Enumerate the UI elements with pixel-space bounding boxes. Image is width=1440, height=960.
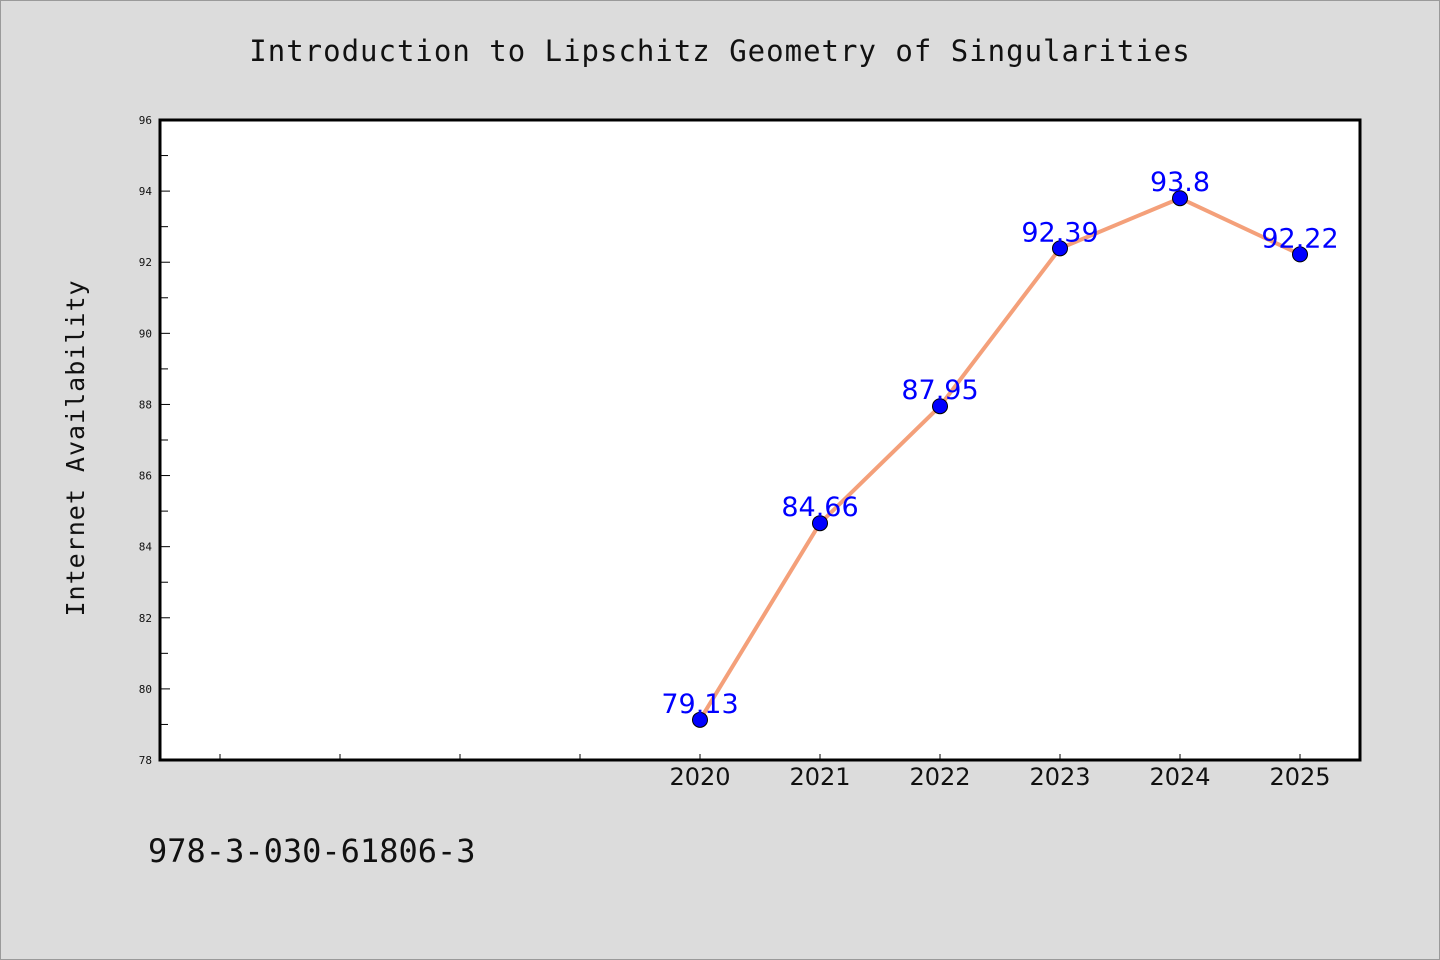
x-tick-label: 2025 xyxy=(1269,763,1330,791)
data-point xyxy=(1172,190,1188,207)
data-point xyxy=(932,398,948,415)
y-axis: 78 80 82 84 86 88 90 92 94 96 xyxy=(139,114,170,767)
data-label: 93.8 xyxy=(1150,167,1210,198)
isbn-text: 978-3-030-61806-3 xyxy=(148,832,476,870)
data-label: 84.66 xyxy=(781,492,858,523)
data-label: 87.95 xyxy=(901,375,978,406)
data-point xyxy=(812,515,828,532)
data-point xyxy=(1292,246,1308,263)
plot-area xyxy=(158,118,1362,762)
data-label: 92.39 xyxy=(1021,217,1098,248)
y-tick-label: 78 xyxy=(139,754,152,767)
y-tick-label: 94 xyxy=(139,185,153,198)
x-tick-label: 2024 xyxy=(1149,763,1210,791)
y-tick-label: 82 xyxy=(139,612,152,625)
y-axis-label: Internet Availability xyxy=(61,279,90,616)
x-tick-label: 2022 xyxy=(909,763,970,791)
y-tick-label: 92 xyxy=(139,256,152,269)
data-point xyxy=(1052,240,1068,257)
x-tick-label: 2021 xyxy=(789,763,850,791)
y-tick-label: 90 xyxy=(139,327,152,340)
data-label: 92.22 xyxy=(1261,223,1338,254)
series-group: 79.13 84.66 87.95 92.39 93.8 92.22 xyxy=(661,167,1339,728)
y-tick-label: 80 xyxy=(139,683,152,696)
x-tick-label: 2023 xyxy=(1029,763,1090,791)
y-tick-label: 84 xyxy=(139,541,153,554)
x-axis: 2020 2021 2022 2023 2024 2025 xyxy=(219,754,1331,791)
series-line xyxy=(698,196,1301,721)
y-tick-label: 88 xyxy=(139,398,152,411)
data-point xyxy=(692,711,708,728)
y-tick-label: 86 xyxy=(139,470,152,483)
y-tick-label: 96 xyxy=(139,114,152,127)
chart-title: Introduction to Lipschitz Geometry of Si… xyxy=(249,34,1191,68)
x-tick-label: 2020 xyxy=(669,763,730,791)
data-label: 79.13 xyxy=(661,689,738,720)
